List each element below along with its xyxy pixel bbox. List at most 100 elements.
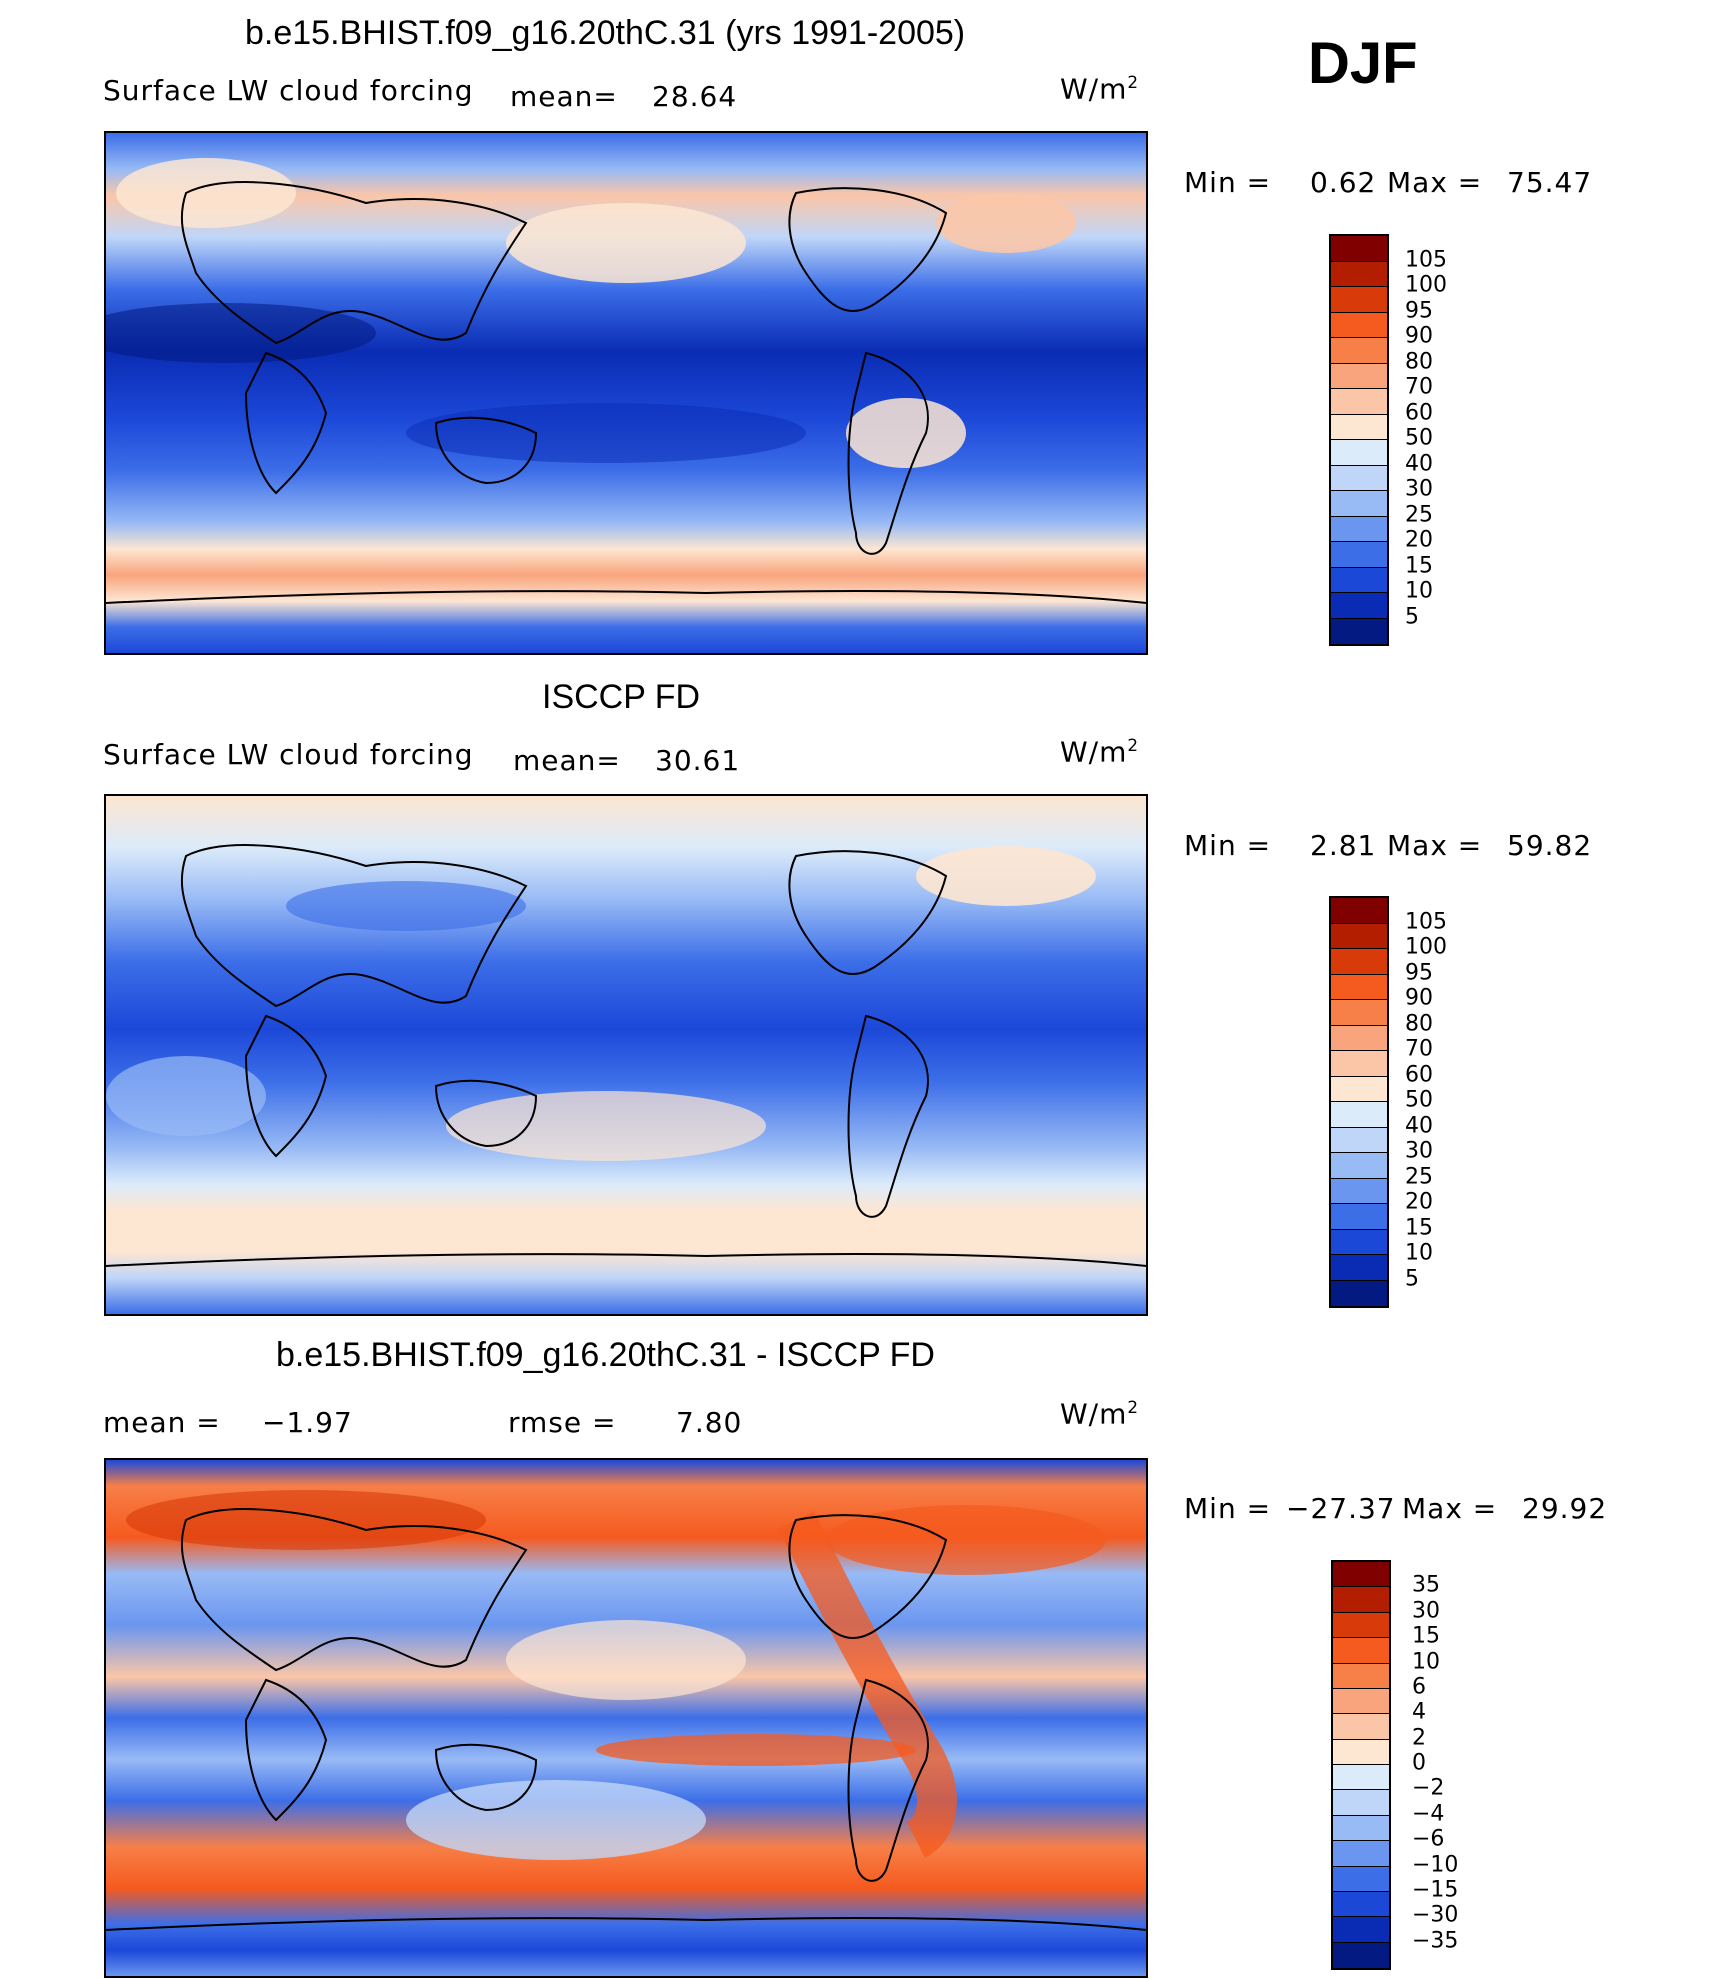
colorbar-tick-label: 25 — [1405, 502, 1433, 527]
colorbar-tick-label: 90 — [1405, 985, 1433, 1011]
colorbar-tick-label: 105 — [1405, 909, 1447, 934]
colorbar-segment — [1331, 1025, 1387, 1051]
colorbar-tick-label: 5 — [1405, 604, 1419, 629]
colorbar-tick-label: 30 — [1405, 476, 1433, 502]
colorbar-segment — [1333, 1562, 1389, 1588]
panel-3-title: b.e15.BHIST.f09_g16.20thC.31 - ISCCP FD — [276, 1336, 935, 1374]
panel-2-max-label: Max = — [1387, 829, 1483, 862]
colorbar-segment — [1331, 1051, 1387, 1077]
colorbar-tick-label: 15 — [1412, 1623, 1440, 1649]
colorbar-tick-label: 80 — [1405, 1011, 1433, 1036]
colorbar-segment — [1331, 363, 1387, 389]
panel-1-units: W/m2 — [1060, 72, 1140, 106]
panel-2-map — [104, 794, 1148, 1316]
colorbar-tick-label: 50 — [1405, 1087, 1433, 1113]
colorbar-tick-label: 60 — [1405, 400, 1433, 425]
panel-2-units: W/m2 — [1060, 735, 1140, 769]
panel-1-title: b.e15.BHIST.f09_g16.20thC.31 (yrs 1991-2… — [245, 14, 966, 52]
colorbar-tick-label: 2 — [1412, 1725, 1426, 1751]
colorbar-segment — [1331, 1000, 1387, 1026]
colorbar-tick-label: −35 — [1412, 1928, 1459, 1954]
colorbar-segment — [1331, 1255, 1387, 1281]
colorbar-segment — [1331, 440, 1387, 466]
colorbar-tick-label: 40 — [1405, 451, 1433, 476]
panel-3-map — [104, 1458, 1148, 1978]
colorbar-segment — [1333, 1714, 1389, 1740]
colorbar-tick-label: −15 — [1412, 1877, 1459, 1903]
colorbar-segment — [1331, 567, 1387, 593]
colorbar-tick-label: 105 — [1405, 247, 1447, 272]
panel-2-mean-value: 30.61 — [655, 744, 741, 777]
panel-3-mean-label: mean = — [103, 1406, 221, 1439]
colorbar-segment — [1331, 1102, 1387, 1128]
panel-2-min-label: Min = — [1184, 829, 1272, 862]
colorbar-segment — [1331, 923, 1387, 949]
panel-3-colorbar — [1331, 1560, 1391, 1970]
colorbar-segment — [1331, 465, 1387, 491]
panel-2-max-value: 59.82 — [1507, 829, 1593, 862]
colorbar-tick-label: 100 — [1405, 934, 1447, 960]
colorbar-tick-label: 25 — [1405, 1164, 1433, 1189]
panel-3-max-label: Max = — [1402, 1492, 1498, 1525]
colorbar-segment — [1333, 1841, 1389, 1867]
panel-3-max-value: 29.92 — [1522, 1492, 1608, 1525]
colorbar-segment — [1331, 1153, 1387, 1179]
colorbar-segment — [1331, 898, 1387, 924]
panel-3-min-value: −27.37 — [1286, 1492, 1396, 1525]
colorbar-segment — [1333, 1891, 1389, 1918]
panel-1-mean-label: mean= — [510, 80, 618, 113]
colorbar-tick-label: 30 — [1405, 1138, 1433, 1164]
colorbar-segment — [1333, 1942, 1389, 1968]
colorbar-tick-label: 20 — [1405, 527, 1433, 553]
colorbar-segment — [1333, 1663, 1389, 1689]
colorbar-tick-label: −10 — [1412, 1852, 1459, 1877]
colorbar-segment — [1331, 389, 1387, 415]
colorbar-segment — [1333, 1612, 1389, 1639]
colorbar-tick-label: 50 — [1405, 425, 1433, 451]
panel-1-mean-value: 28.64 — [652, 80, 738, 113]
panel-1-colorbar-labels: 105 100 95 90 80 70 60 50 40 30 25 20 15 10 5 — [1405, 234, 1485, 646]
panel-3-min-label: Min = — [1184, 1492, 1272, 1525]
colorbar-tick-label: 15 — [1405, 1215, 1433, 1240]
colorbar-tick-label: 35 — [1412, 1572, 1440, 1598]
colorbar-tick-label: 80 — [1405, 349, 1433, 374]
colorbar-segment — [1333, 1638, 1389, 1664]
colorbar-segment — [1331, 338, 1387, 364]
colorbar-tick-label: 6 — [1412, 1674, 1426, 1700]
colorbar-tick-label: 70 — [1405, 374, 1433, 400]
panel-1-min-label: Min = — [1184, 166, 1272, 199]
colorbar-segment — [1333, 1866, 1389, 1892]
colorbar-segment — [1331, 1178, 1387, 1204]
panel-1-min-value: 0.62 — [1310, 166, 1377, 199]
colorbar-tick-label: 90 — [1405, 323, 1433, 349]
colorbar-tick-label: 15 — [1405, 553, 1433, 578]
panel-1-max-label: Max = — [1387, 166, 1483, 199]
colorbar-tick-label: 95 — [1405, 960, 1433, 985]
panel-1-map — [104, 131, 1148, 655]
colorbar-tick-label: −6 — [1412, 1826, 1445, 1852]
panel-3-colorbar-labels: 35 30 15 10 6 4 2 0 −2 −4 −6 −10 −15 −30 −35 — [1412, 1560, 1492, 1970]
colorbar-segment — [1331, 261, 1387, 287]
panel-2-variable: Surface LW cloud forcing — [103, 738, 474, 771]
colorbar-segment — [1331, 1229, 1387, 1255]
colorbar-segment — [1331, 491, 1387, 517]
colorbar-segment — [1331, 312, 1387, 338]
colorbar-segment — [1331, 974, 1387, 1000]
colorbar-segment — [1331, 542, 1387, 568]
panel-1-colorbar — [1329, 234, 1389, 646]
colorbar-tick-label: 100 — [1405, 272, 1447, 298]
colorbar-segment — [1331, 618, 1387, 644]
colorbar-tick-label: 10 — [1405, 1240, 1433, 1266]
colorbar-segment — [1331, 1127, 1387, 1153]
panel-2-colorbar-labels: 105 100 95 90 80 70 60 50 40 30 25 20 15 10 5 — [1405, 896, 1485, 1308]
panel-3-units: W/m2 — [1060, 1397, 1140, 1431]
season-label: DJF — [1308, 31, 1418, 96]
colorbar-tick-label: 60 — [1405, 1062, 1433, 1087]
colorbar-segment — [1331, 593, 1387, 619]
panel-3-rmse-value: 7.80 — [676, 1406, 743, 1439]
panel-1-max-value: 75.47 — [1507, 166, 1593, 199]
colorbar-segment — [1333, 1587, 1389, 1613]
panel-1-variable: Surface LW cloud forcing — [103, 74, 474, 107]
colorbar-segment — [1331, 287, 1387, 313]
colorbar-tick-label: −4 — [1412, 1801, 1445, 1827]
